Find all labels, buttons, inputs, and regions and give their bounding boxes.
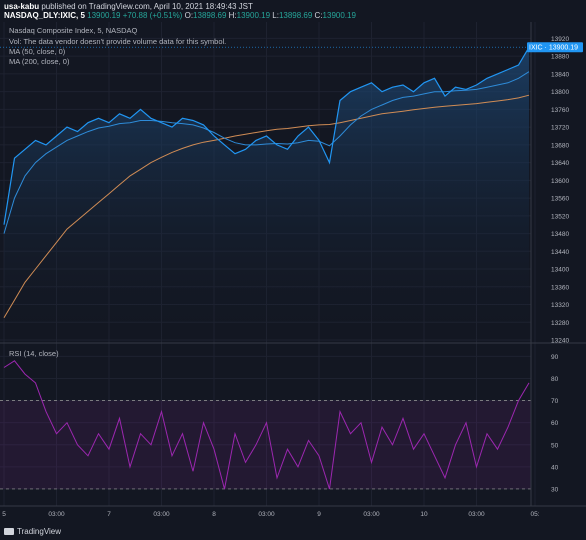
price-tick-label: 13240 — [551, 338, 569, 345]
price-tick-label: 13880 — [551, 54, 569, 61]
rsi-line — [3, 360, 530, 490]
price-tick-label: 13680 — [551, 142, 569, 149]
rsi-axis[interactable]: 90 80 70 60 50 40 30 — [551, 354, 559, 494]
header-bar: usa-kabu published on TradingView.com, A… — [0, 0, 586, 22]
price-tag: IXIC · 13900.19 — [527, 42, 583, 53]
legend-title[interactable]: Nasdaq Composite Index, 5, NASDAQ — [9, 26, 138, 35]
price-tick-label: 13800 — [551, 89, 569, 96]
price-tick-label: 13440 — [551, 249, 569, 256]
published-line: usa-kabu published on TradingView.com, A… — [4, 2, 253, 11]
price-tag-box — [527, 42, 583, 53]
last-price: 13900.19 — [87, 11, 121, 20]
price-change: +70.88 (+0.51%) — [122, 11, 183, 20]
ma50-line — [3, 71, 530, 234]
time-tick-label: 03:00 — [48, 511, 65, 518]
time-tick-label: 05: — [530, 511, 539, 518]
rsi-tick-label: 40 — [551, 464, 559, 471]
low-value: 13898.69 — [278, 11, 313, 20]
time-tick-label: 03:00 — [468, 511, 485, 518]
price-tick-label: 13840 — [551, 71, 569, 78]
price-tag-text: IXIC · 13900.19 — [529, 45, 578, 52]
price-tick-label: 13760 — [551, 107, 569, 114]
rsi-tick-label: 90 — [551, 354, 559, 361]
rsi-legend[interactable]: RSI (14, close) — [9, 349, 59, 358]
published-text: published on TradingView.com, April 10, … — [41, 2, 253, 11]
low-label: L: — [272, 11, 279, 20]
time-tick-label: 03:00 — [258, 511, 275, 518]
rsi-tick-label: 70 — [551, 398, 559, 405]
symbol-ohlc-line: NASDAQ_DLY:IXIC, 5 13900.19 +70.88 (+0.5… — [4, 11, 356, 20]
legend-ma200[interactable]: MA (200, close, 0) — [9, 57, 70, 66]
close-label: C: — [314, 11, 323, 20]
tradingview-brand[interactable]: TradingView — [4, 527, 61, 536]
legend-volume-note: Vol: The data vendor doesn't provide vol… — [9, 37, 227, 46]
time-tick-label: 03:00 — [153, 511, 170, 518]
symbol-name[interactable]: NASDAQ_DLY:IXIC, 5 — [4, 11, 85, 20]
price-axis[interactable]: 13920 13880 13840 13800 13760 13720 13680 13640… — [551, 36, 569, 345]
time-tick-label: 8 — [212, 511, 216, 518]
rsi-tick-label: 30 — [551, 486, 559, 493]
price-tick-label: 13520 — [551, 213, 569, 220]
time-tick-label: 10 — [420, 511, 428, 518]
price-tick-label: 13400 — [551, 267, 569, 274]
price-area-fill — [4, 47, 529, 341]
legend-ma50[interactable]: MA (50, close, 0) — [9, 47, 66, 56]
rsi-tick-label: 50 — [551, 442, 559, 449]
price-tick-label: 13560 — [551, 196, 569, 203]
price-tick-label: 13480 — [551, 231, 569, 238]
price-tick-label: 13600 — [551, 178, 569, 185]
time-tick-label: 9 — [317, 511, 321, 518]
footer-bar — [0, 524, 586, 540]
time-tick-label: 03:00 — [363, 511, 380, 518]
price-tick-label: 13920 — [551, 36, 569, 43]
open-value: 13898.69 — [193, 11, 227, 20]
price-tick-label: 13720 — [551, 125, 569, 132]
tradingview-logo-icon — [4, 528, 14, 535]
open-label: O: — [184, 11, 194, 20]
rsi-grid — [0, 355, 531, 490]
rsi-tick-label: 60 — [551, 420, 559, 427]
price-line — [3, 46, 530, 225]
price-tick-label: 13320 — [551, 302, 569, 309]
high-value: 13900.19 — [236, 11, 271, 20]
price-tick-label: 13280 — [551, 320, 569, 327]
author-name[interactable]: usa-kabu — [4, 2, 40, 11]
time-tick-label: 7 — [107, 511, 111, 518]
rsi-band-fill — [0, 400, 531, 489]
ma200-line — [3, 94, 530, 319]
high-label: H: — [228, 11, 237, 20]
price-tick-label: 13640 — [551, 160, 569, 167]
close-value: 13900.19 — [322, 11, 356, 20]
time-tick-label: 5 — [2, 511, 6, 518]
time-axis[interactable]: 5 03:00 7 03:00 8 03:00 9 03:00 10 03:00 05: — [2, 511, 540, 518]
rsi-tick-label: 80 — [551, 376, 559, 383]
price-tick-label: 13360 — [551, 284, 569, 291]
tradingview-brand-text: TradingView — [17, 527, 62, 536]
